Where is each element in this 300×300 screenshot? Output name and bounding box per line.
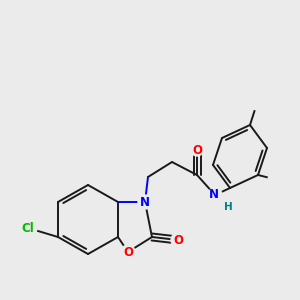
Circle shape <box>248 90 268 110</box>
Circle shape <box>19 219 37 237</box>
Text: N: N <box>209 188 219 202</box>
Text: H: H <box>224 202 232 212</box>
Circle shape <box>268 170 288 190</box>
Circle shape <box>171 233 185 247</box>
Text: Cl: Cl <box>22 221 34 235</box>
Text: N: N <box>140 196 150 208</box>
Text: O: O <box>173 233 183 247</box>
Circle shape <box>191 144 203 156</box>
Circle shape <box>121 245 135 259</box>
Circle shape <box>138 195 152 209</box>
Circle shape <box>208 188 222 202</box>
Text: O: O <box>192 143 202 157</box>
Text: O: O <box>123 245 133 259</box>
